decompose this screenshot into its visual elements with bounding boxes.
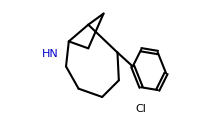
Text: Cl: Cl: [136, 103, 147, 113]
Text: HN: HN: [42, 48, 59, 58]
